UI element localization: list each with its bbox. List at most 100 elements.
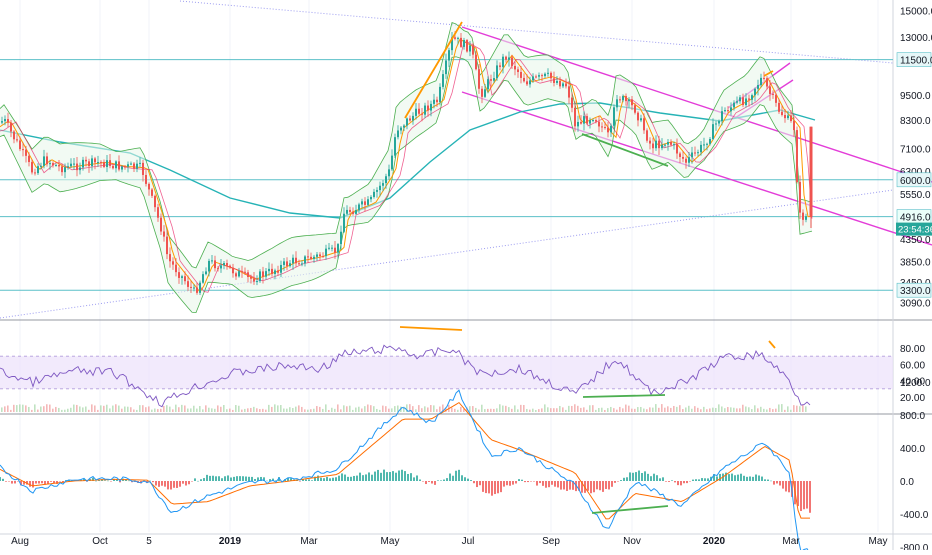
volume-bar <box>316 406 318 412</box>
volume-bar <box>175 404 177 412</box>
volume-bar <box>679 405 681 412</box>
volume-bar <box>529 409 531 412</box>
macd-histogram-bar <box>617 481 619 482</box>
macd-histogram-bar <box>173 481 175 488</box>
volume-bar <box>646 409 648 412</box>
macd-histogram-bar <box>743 475 745 481</box>
candle-body <box>124 166 126 168</box>
candle-body <box>751 95 753 100</box>
level-tag-box <box>896 52 932 67</box>
volume-bar <box>739 408 741 412</box>
volume-bar <box>427 407 429 412</box>
macd-histogram-bar <box>23 481 25 485</box>
macd-panel[interactable] <box>0 389 811 554</box>
volume-bar <box>73 404 75 412</box>
macd-histogram-bar <box>350 476 352 481</box>
candle-body <box>70 163 72 167</box>
macd-histogram-bar <box>221 478 223 481</box>
volume-bar <box>790 409 792 412</box>
volume-bar <box>754 405 756 412</box>
volume-bar <box>43 406 45 412</box>
macd-histogram-bar <box>713 474 715 481</box>
level-tag-label: 4916.0 <box>900 213 931 224</box>
volume-bar <box>55 406 57 412</box>
volume-bar <box>352 409 354 412</box>
macd-histogram-bar <box>632 472 634 481</box>
candle-body <box>55 165 57 167</box>
candle-body <box>559 80 561 87</box>
volume-bar <box>436 409 438 412</box>
candle-body <box>91 158 93 167</box>
macd-histogram-bar <box>428 481 430 482</box>
candle-body <box>670 142 672 145</box>
macd-histogram-bar <box>410 473 412 481</box>
candle-body <box>778 102 780 112</box>
candle-body <box>412 115 414 121</box>
candle-body <box>583 116 585 124</box>
macd-histogram-bar <box>716 476 718 481</box>
candle-body <box>340 231 342 245</box>
volume-bar <box>706 409 708 412</box>
macd-histogram-bar <box>242 476 244 481</box>
volume-bar <box>100 405 102 412</box>
macd-histogram-bar <box>41 481 43 484</box>
volume-bar <box>625 404 627 412</box>
volume-bar <box>10 409 12 412</box>
candle-body <box>364 201 366 205</box>
macd-histogram-bar <box>452 475 454 481</box>
macd-histogram-bar <box>758 475 760 481</box>
level-tag-box <box>896 282 932 298</box>
candle-body <box>766 78 768 87</box>
candle-body <box>421 113 423 115</box>
candle-body <box>661 144 663 149</box>
candle-body <box>52 163 54 166</box>
macd-histogram-bar <box>569 481 571 490</box>
volume-bar <box>331 407 333 412</box>
time-tick-label: Jul <box>462 536 475 547</box>
macd-histogram-bar <box>620 480 622 481</box>
candle-body <box>208 260 210 272</box>
rsi-panel[interactable] <box>0 326 893 412</box>
macd-histogram-bar <box>539 481 541 484</box>
volume-bar <box>211 408 213 412</box>
volume-bar <box>61 409 63 412</box>
volume-bar <box>442 404 444 412</box>
macd-histogram-bar <box>278 477 280 481</box>
volume-bar <box>535 409 537 412</box>
volume-bar <box>586 409 588 412</box>
volume-bar <box>265 409 267 412</box>
volume-bar <box>490 408 492 412</box>
volume-bar <box>487 408 489 412</box>
candle-body <box>142 162 144 175</box>
volume-bar <box>502 405 504 412</box>
volume-bar <box>664 407 666 412</box>
volume-bar <box>526 408 528 412</box>
price-panel[interactable] <box>0 0 932 319</box>
macd-histogram-bar <box>128 480 130 482</box>
macd-histogram-bar <box>629 472 631 481</box>
volume-bar <box>463 408 465 412</box>
volume-bar <box>670 407 672 412</box>
macd-histogram-bar <box>554 481 556 487</box>
volume-bar <box>562 407 564 412</box>
candle-body <box>508 57 510 60</box>
macd-green-divergence <box>591 505 669 514</box>
time-tick-label: May <box>381 536 400 547</box>
volume-bar <box>322 408 324 412</box>
macd-histogram-bar <box>422 481 424 482</box>
volume-bar <box>319 406 321 412</box>
volume-bar <box>511 408 513 412</box>
volume-bar <box>97 409 99 412</box>
candle-body <box>265 271 267 277</box>
volume-bar <box>28 406 30 412</box>
macd-histogram-bar <box>623 477 625 481</box>
macd-histogram-bar <box>341 473 343 481</box>
volume-bar <box>127 406 129 412</box>
candle-body <box>328 247 330 249</box>
macd-histogram-bar <box>497 481 499 494</box>
volume-bar <box>559 405 561 412</box>
candle-body <box>433 99 435 104</box>
macd-histogram-bar <box>329 478 331 481</box>
volume-bar <box>595 409 597 412</box>
